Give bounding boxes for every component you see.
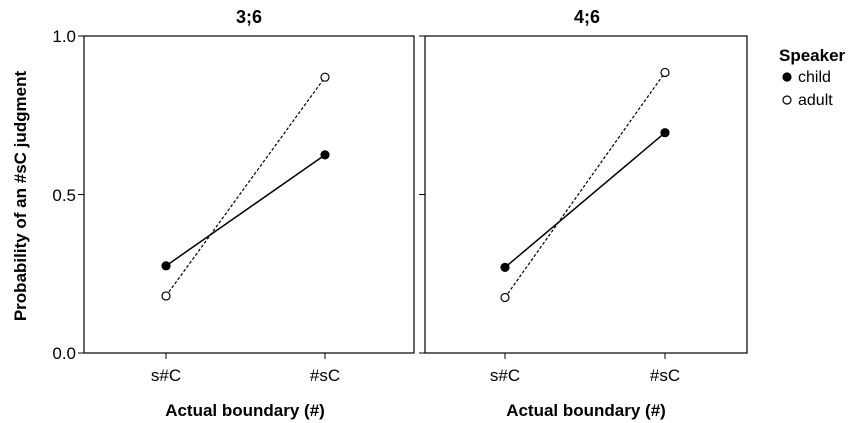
x-tick-label: s#C bbox=[151, 366, 181, 385]
point-child bbox=[500, 262, 510, 273]
point-child bbox=[320, 150, 330, 160]
point-adult bbox=[320, 72, 330, 82]
legend-label-child: child bbox=[798, 69, 831, 86]
x-tick-label: #sC bbox=[310, 366, 340, 385]
legend-marker-child bbox=[782, 72, 792, 82]
y-tick-label: 0.5 bbox=[52, 186, 76, 205]
point-child bbox=[660, 128, 670, 138]
point-child bbox=[161, 261, 171, 271]
panel-marks bbox=[419, 35, 670, 359]
plot-frame bbox=[424, 35, 748, 354]
panel-marks bbox=[78, 35, 330, 359]
point-adult bbox=[161, 291, 171, 301]
panel-3-6: 3;6 s#C #sC Actual boundary (#) bbox=[78, 7, 415, 420]
series-line-adult bbox=[504, 72, 666, 298]
series-line-adult bbox=[165, 76, 326, 297]
panel-title: 4;6 bbox=[574, 7, 600, 27]
plot-frame bbox=[83, 35, 415, 354]
series-line-child bbox=[504, 132, 666, 268]
legend-label-adult: adult bbox=[798, 92, 833, 109]
x-tick-label: #sC bbox=[650, 366, 680, 385]
legend-title: Speaker bbox=[779, 46, 846, 65]
x-axis-title: Actual boundary (#) bbox=[506, 401, 666, 420]
y-tick-label: 1.0 bbox=[52, 27, 76, 46]
x-tick-label: s#C bbox=[490, 366, 520, 385]
legend: Speaker child adult bbox=[779, 46, 846, 109]
legend-marker-adult bbox=[782, 95, 792, 105]
y-axis-title: Probability of an #sC judgment bbox=[11, 71, 30, 322]
series-line-child bbox=[165, 154, 326, 267]
y-tick-label: 0.0 bbox=[52, 344, 76, 363]
point-adult bbox=[660, 67, 670, 78]
point-adult bbox=[500, 292, 510, 303]
panel-title: 3;6 bbox=[236, 7, 262, 27]
x-axis-title: Actual boundary (#) bbox=[165, 401, 325, 420]
panel-4-6: 4;6 s#C #sC Actual boundary (#) bbox=[419, 7, 748, 420]
